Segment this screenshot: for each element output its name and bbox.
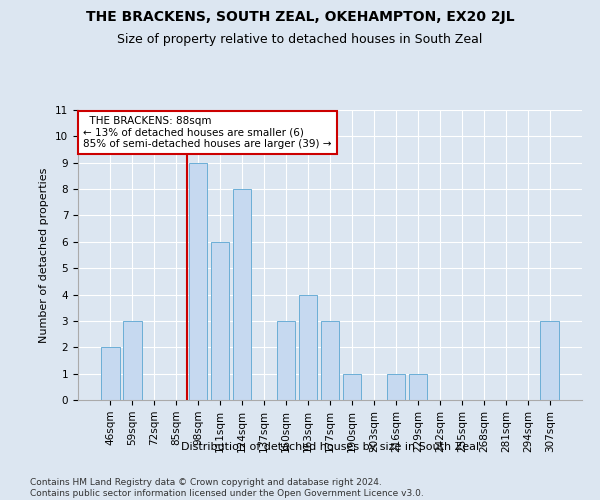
- Bar: [320, 321, 340, 400]
- Bar: [409, 374, 427, 400]
- Bar: [299, 294, 317, 400]
- Bar: [123, 321, 142, 400]
- Bar: [233, 189, 251, 400]
- Bar: [101, 348, 119, 400]
- Bar: [277, 321, 295, 400]
- Text: Distribution of detached houses by size in South Zeal: Distribution of detached houses by size …: [181, 442, 479, 452]
- Text: Contains HM Land Registry data © Crown copyright and database right 2024.
Contai: Contains HM Land Registry data © Crown c…: [30, 478, 424, 498]
- Bar: [386, 374, 405, 400]
- Bar: [211, 242, 229, 400]
- Y-axis label: Number of detached properties: Number of detached properties: [40, 168, 49, 342]
- Bar: [189, 162, 208, 400]
- Bar: [343, 374, 361, 400]
- Text: THE BRACKENS, SOUTH ZEAL, OKEHAMPTON, EX20 2JL: THE BRACKENS, SOUTH ZEAL, OKEHAMPTON, EX…: [86, 10, 514, 24]
- Bar: [541, 321, 559, 400]
- Text: THE BRACKENS: 88sqm
← 13% of detached houses are smaller (6)
85% of semi-detache: THE BRACKENS: 88sqm ← 13% of detached ho…: [83, 116, 332, 149]
- Text: Size of property relative to detached houses in South Zeal: Size of property relative to detached ho…: [118, 32, 482, 46]
